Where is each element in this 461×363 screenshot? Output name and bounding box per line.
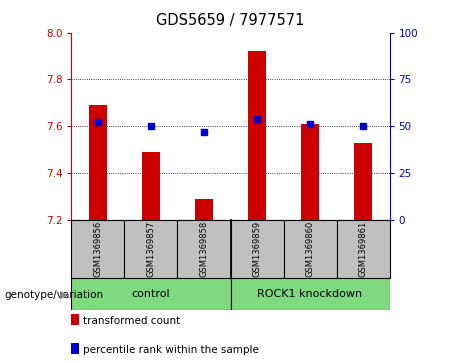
Text: GSM1369857: GSM1369857 [147,221,155,277]
Bar [354,143,372,220]
Bar [142,152,160,220]
Text: GDS5659 / 7977571: GDS5659 / 7977571 [156,13,305,28]
Bar [248,52,266,220]
Bar [195,199,213,220]
Text: ▶: ▶ [60,290,68,300]
Bar [71,278,230,310]
Bar [230,278,390,310]
Text: percentile rank within the sample: percentile rank within the sample [83,345,260,355]
Bar [337,220,390,278]
Text: GSM1369861: GSM1369861 [359,221,367,277]
Bar [284,220,337,278]
Text: control: control [132,289,170,299]
Text: GSM1369859: GSM1369859 [253,221,261,277]
Text: genotype/variation: genotype/variation [5,290,104,300]
Bar [89,105,107,220]
Text: transformed count: transformed count [83,316,181,326]
Text: GSM1369858: GSM1369858 [200,221,208,277]
Bar [71,220,124,278]
Bar [124,220,177,278]
Text: ROCK1 knockdown: ROCK1 knockdown [257,289,363,299]
Text: GSM1369856: GSM1369856 [94,221,102,277]
Text: GSM1369860: GSM1369860 [306,221,314,277]
Bar [230,220,284,278]
Bar [177,220,230,278]
Bar [301,124,319,220]
